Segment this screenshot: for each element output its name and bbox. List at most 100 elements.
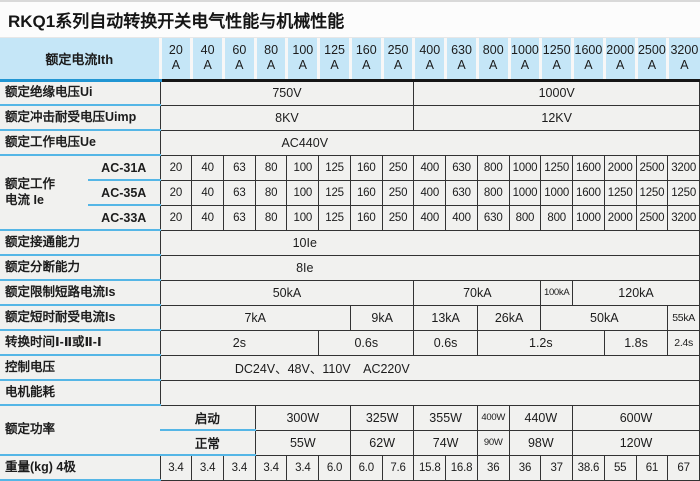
value-cell: 1250 [540, 154, 574, 181]
value-cell: 3.4 [222, 454, 256, 481]
value-cell: 160 [349, 179, 383, 206]
current-column-header: 80 A [253, 38, 287, 82]
value-cell: 70kA [413, 279, 542, 306]
table-row: 额定分断能力 8Ie [0, 254, 700, 281]
value-cell: 55W [254, 429, 351, 456]
value-cell: 3.4 [159, 454, 193, 481]
value-cell: 3.4 [254, 454, 288, 481]
current-column-header: 1250 A [539, 38, 573, 82]
value-cell: 0.6s [413, 329, 478, 356]
table-row: 额定接通能力 10Ie [0, 229, 700, 256]
value-cell: 3.4 [191, 454, 224, 481]
row-label: 控制电压 [0, 355, 161, 381]
value-cell: 400 [413, 204, 447, 231]
value-cell: 9kA [349, 304, 415, 331]
table-row: 额定工作 电流 Ie AC-31A 20 40 63 80 100 125 160 250 400 6… [0, 154, 700, 231]
value-cell: 2500 [635, 154, 669, 181]
value-cell: 800 [476, 179, 510, 206]
value-cell: 120W [572, 429, 700, 456]
value-cell: 630 [476, 204, 510, 231]
value-cell: 1250 [667, 179, 700, 206]
value-cell: 400 [413, 179, 447, 206]
value-cell: 40 [191, 179, 224, 206]
current-column-header: 2500 A [634, 38, 668, 82]
value-cell: 1.2s [476, 329, 605, 356]
value-cell: 125 [318, 179, 351, 206]
variant-label: AC-31A [88, 155, 161, 181]
table-row: 控制电压 DC24V、48V、110V AC220V [0, 354, 700, 381]
value-cell: 2000 [603, 154, 637, 181]
value-cell: 10Ie [159, 229, 700, 256]
row-label: 额定限制短路电流Is [0, 280, 161, 306]
spec-table: 额定电流Ith 20 A 40 A 60 A 80 A 100 A 125 A 160 A 250 A 400 A 6… [0, 38, 700, 481]
current-column-header: 2000 A [602, 38, 637, 82]
row-label: 电机能耗 [0, 380, 161, 406]
value-cell: 100kA [540, 279, 574, 306]
value-cell: 100 [286, 179, 320, 206]
value-cell: 7kA [159, 304, 351, 331]
value-cell: 800 [476, 154, 510, 181]
row-label: 额定短时耐受电流Is [0, 305, 161, 331]
table-row: 额定冲击耐受电压Uimp 8KV 12KV [0, 104, 700, 131]
table-row: 转换时间Ⅰ-Ⅱ或Ⅱ-Ⅰ 2s 0.6s 0.6s 1.2s 1.8s 2.4s [0, 329, 700, 356]
value-cell: 325W [349, 404, 415, 431]
spec-table-header: 额定电流Ith 20 A 40 A 60 A 80 A 100 A 125 A 160 A 250 A 400 A 6… [0, 38, 700, 82]
value-cell: 6.0 [318, 454, 351, 481]
value-cell: 1000V [413, 79, 700, 106]
spec-table-body: 额定绝缘电压Ui 750V 1000V 额定冲击耐受电压Uimp 8KV 12KV 额定工作… [0, 79, 700, 481]
value-cell: 1000 [540, 179, 574, 206]
value-cell: 2s [159, 329, 320, 356]
row-label: 额定绝缘电压Ui [0, 80, 161, 106]
table-row: 额定绝缘电压Ui 750V 1000V [0, 79, 700, 106]
value-cell: 98W [508, 429, 574, 456]
value-cell: AC440V [159, 129, 700, 156]
value-cell: 12KV [413, 104, 700, 131]
value-cell: 630 [445, 179, 478, 206]
value-cell: 1250 [603, 179, 637, 206]
current-column-header: 800 A [475, 38, 510, 82]
value-cell: 40 [191, 154, 224, 181]
variant-label: AC-35A [88, 180, 161, 206]
current-column-header: 3200 A [666, 38, 700, 82]
current-column-header: 400 A [412, 38, 446, 82]
table-row: 重量(kg) 4极 3.4 3.4 3.4 3.4 3.4 6.0 6.0 7.6 15.8 16.… [0, 454, 700, 481]
value-cell: 400 [445, 204, 478, 231]
table-row: 正常 55W 62W 74W 90W 98W 120W [0, 429, 700, 456]
value-cell: 125 [318, 204, 351, 231]
value-cell: 7.6 [381, 454, 415, 481]
rated-current-label: 额定电流Ith [0, 38, 161, 82]
value-cell: 55kA [667, 304, 700, 331]
value-cell: 63 [222, 204, 256, 231]
table-row: AC-33A 20 40 63 80 100 125 160 250 400 400 630 800 80… [0, 204, 700, 231]
value-cell: 750V [159, 79, 415, 106]
value-cell: 3200 [667, 204, 700, 231]
value-cell: 250 [381, 204, 415, 231]
variant-label: AC-33A [88, 205, 161, 231]
table-row: AC-35A 20 40 63 80 100 125 160 250 400 630 800 1000 1… [0, 179, 700, 206]
value-cell: 1.8s [603, 329, 669, 356]
value-cell: 250 [381, 179, 415, 206]
current-column-header: 60 A [221, 38, 256, 82]
value-cell: 125 [318, 154, 351, 181]
row-label: 额定工作电压Ue [0, 130, 161, 156]
value-cell: 440W [508, 404, 574, 431]
value-cell: 1250 [635, 179, 669, 206]
row-label: 额定分断能力 [0, 255, 161, 281]
row-label: 额定工作 电流 Ie [0, 155, 88, 231]
value-cell: 36 [508, 454, 542, 481]
value-cell: 1000 [572, 204, 605, 231]
current-column-header: 100 A [285, 38, 319, 82]
value-cell: 2.4s [667, 329, 700, 356]
value-cell: 13kA [413, 304, 478, 331]
row-label: 重量(kg) 4极 [0, 455, 161, 481]
table-row: 额定限制短路电流Is 50kA 70kA 100kA 120kA [0, 279, 700, 306]
value-cell: 160 [349, 154, 383, 181]
current-column-header: 160 A [348, 38, 383, 82]
value-cell: 630 [445, 154, 478, 181]
value-cell: 63 [222, 154, 256, 181]
value-cell: 20 [159, 154, 193, 181]
current-column-header: 1600 A [571, 38, 605, 82]
current-column-header: 1000 A [507, 38, 541, 82]
value-cell: 50kA [159, 279, 415, 306]
